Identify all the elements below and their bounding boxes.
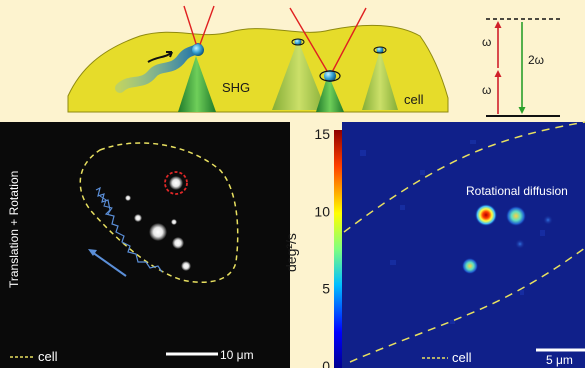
heatmap-noise (360, 140, 545, 324)
right-scalebar-label: 5 μm (546, 353, 573, 367)
emission-cone-1 (178, 56, 216, 112)
omega-lower-label: ω (482, 83, 491, 97)
rotational-diffusion-title: Rotational diffusion (466, 184, 568, 198)
heat-spot-2 (506, 206, 526, 226)
colorbar (334, 130, 342, 368)
spot-3 (172, 237, 184, 249)
colorbar-tick-label: 15 (314, 126, 330, 142)
spot-7 (125, 195, 131, 201)
left-panel: Translation + Rotation cell 10 μm (0, 122, 290, 368)
direction-arrow (91, 251, 127, 277)
left-legend-label: cell (38, 349, 58, 364)
emission-cone-4 (362, 50, 398, 110)
two-omega-label: 2ω (528, 53, 544, 67)
colorbar-tick-label: 5 (322, 281, 330, 297)
heat-spot-4 (543, 215, 553, 225)
shg-label: SHG (222, 80, 250, 95)
cell-outline (79, 142, 239, 283)
emission-cone-3 (316, 74, 344, 112)
right-legend-label: cell (452, 350, 472, 365)
heatmap-background (342, 122, 585, 368)
spot-5 (171, 219, 177, 225)
omega-upper-label: ω (482, 35, 491, 49)
emission-cone-2 (272, 40, 326, 110)
left-panel-background (0, 122, 290, 368)
heat-spot-5 (515, 239, 525, 249)
laser-beams (183, 5, 367, 77)
particle-2 (294, 38, 302, 46)
cell-label: cell (404, 92, 424, 107)
energy-diagram: ω ω 2ω (482, 18, 560, 117)
translation-rotation-label: Translation + Rotation (7, 171, 21, 288)
highlight-ring (164, 171, 188, 195)
heat-spot-1 (475, 204, 497, 226)
colorbar-axis-label: deg²/s (283, 233, 299, 272)
spot-4 (134, 214, 142, 222)
colorbar-tick-label: 10 (314, 203, 330, 219)
particle-3 (324, 70, 336, 82)
particle-1 (192, 44, 204, 56)
spot-6 (181, 261, 191, 271)
nanowire (115, 43, 203, 93)
particle-4 (376, 46, 384, 54)
spot-2 (149, 223, 167, 241)
spot-highlighted (169, 176, 183, 190)
colorbar-ticks: 0 5 10 15 (314, 126, 330, 368)
heatmap-cell-outline-lower (349, 247, 585, 363)
cell-body (67, 24, 449, 113)
heat-spot-3 (462, 258, 478, 274)
colorbar-tick-label: 0 (322, 358, 330, 368)
schematic: SHG cell (67, 5, 449, 113)
heatmap-cell-outline-upper (343, 121, 585, 233)
left-scalebar-label: 10 μm (220, 348, 254, 362)
